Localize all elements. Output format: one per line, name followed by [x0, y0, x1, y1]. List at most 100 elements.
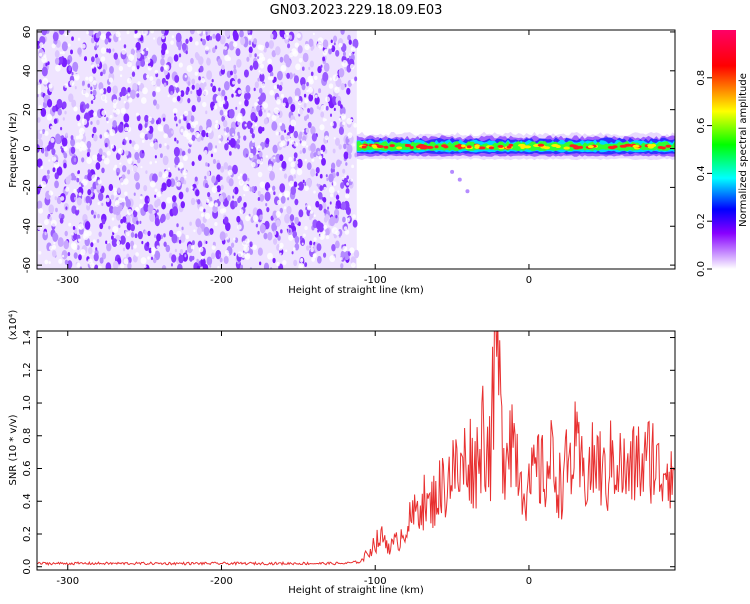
- noise-speckle: [49, 216, 52, 221]
- noise-speckle: [214, 45, 218, 50]
- noise-speckle: [186, 114, 191, 122]
- noise-speckle: [331, 244, 336, 252]
- noise-speckle: [178, 254, 184, 264]
- noise-speckle: [279, 167, 283, 171]
- noise-speckle: [309, 244, 312, 249]
- noise-speckle: [239, 30, 244, 38]
- noise-speckle: [331, 162, 336, 170]
- noise-speckle: [257, 77, 260, 82]
- noise-speckle: [319, 124, 325, 131]
- noise-speckle: [218, 87, 221, 92]
- noise-speckle: [287, 96, 293, 105]
- noise-speckle: [125, 90, 128, 95]
- noise-speckle: [228, 151, 232, 156]
- noise-speckle: [115, 31, 121, 38]
- noise-speckle: [163, 233, 166, 238]
- noise-speckle: [41, 66, 48, 77]
- noise-speckle: [62, 51, 65, 55]
- noise-speckle: [170, 263, 174, 267]
- noise-speckle: [71, 99, 77, 108]
- noise-speckle: [208, 49, 211, 53]
- noise-speckle: [176, 223, 179, 228]
- noise-speckle: [244, 253, 251, 260]
- noise-speckle: [77, 37, 81, 41]
- noise-speckle: [125, 150, 129, 156]
- noise-speckle: [211, 186, 218, 194]
- signal-hotspot: [497, 144, 504, 148]
- noise-speckle: [254, 53, 257, 58]
- noise-speckle: [76, 188, 79, 193]
- noise-speckle: [252, 214, 259, 222]
- noise-speckle: [204, 175, 207, 180]
- noise-speckle: [152, 90, 156, 97]
- noise-speckle: [210, 82, 213, 87]
- noise-speckle: [318, 106, 321, 111]
- noise-speckle: [144, 195, 150, 204]
- snr-panel: -300 -200 -100 0 0.0 0.2 0.4 0.6 0.8 1.0 1.2 1.4 H…: [8, 310, 676, 596]
- noise-speckle: [128, 53, 135, 61]
- signal-hotspot: [488, 146, 495, 150]
- noise-speckle: [251, 146, 254, 150]
- noise-speckle: [175, 32, 182, 43]
- noise-speckle: [263, 47, 267, 53]
- noise-speckle: [353, 123, 358, 128]
- signal-hotspot: [434, 145, 439, 149]
- noise-speckle: [299, 150, 302, 154]
- noise-speckle: [258, 261, 262, 266]
- noise-speckle: [164, 143, 167, 147]
- noise-speckle: [316, 183, 319, 187]
- noise-speckle: [78, 254, 82, 261]
- noise-speckle: [137, 81, 141, 86]
- noise-speckle: [106, 48, 109, 53]
- noise-speckle: [176, 230, 182, 238]
- noise-speckle: [322, 202, 327, 209]
- noise-speckle: [195, 189, 200, 197]
- noise-speckle: [338, 117, 342, 121]
- noise-speckle: [48, 83, 53, 89]
- noise-speckle: [317, 191, 323, 200]
- noise-speckle: [322, 71, 329, 82]
- noise-speckle: [328, 83, 334, 89]
- noise-speckle: [345, 187, 350, 195]
- y-tick-label: 1.4: [22, 330, 33, 346]
- noise-speckle: [131, 165, 138, 172]
- noise-speckle: [86, 203, 91, 211]
- noise-speckle: [154, 200, 159, 208]
- noise-speckle: [144, 57, 151, 64]
- signal-hotspot: [619, 144, 628, 148]
- noise-speckle: [257, 230, 260, 235]
- noise-speckle: [44, 231, 47, 236]
- noise-speckle: [118, 37, 122, 41]
- noise-speckle: [345, 162, 348, 166]
- noise-speckle: [279, 207, 284, 214]
- noise-speckle: [111, 238, 118, 248]
- noise-speckle: [346, 182, 350, 186]
- noise-speckle: [248, 40, 252, 45]
- noise-speckle: [104, 142, 108, 148]
- noise-speckle: [221, 89, 226, 97]
- noise-speckle: [198, 76, 201, 81]
- snr-y-label: SNR (10 * v/v): [8, 414, 19, 485]
- noise-speckle: [322, 56, 326, 62]
- noise-speckle: [190, 197, 196, 206]
- noise-speckle: [219, 257, 223, 263]
- noise-speckle: [288, 34, 293, 40]
- noise-speckle: [310, 71, 314, 76]
- noise-speckle: [286, 226, 290, 230]
- noise-speckle: [139, 195, 143, 200]
- noise-speckle: [287, 43, 291, 49]
- colorbar-tick-label: 0.6: [696, 118, 707, 134]
- noise-speckle: [305, 145, 309, 148]
- noise-speckle: [238, 101, 242, 105]
- noise-speckle: [136, 32, 142, 39]
- noise-speckle: [156, 233, 162, 242]
- signal-hotspot: [520, 146, 525, 150]
- noise-speckle: [112, 48, 115, 52]
- noise-speckle: [58, 30, 65, 35]
- noise-speckle: [100, 71, 103, 77]
- noise-speckle: [223, 111, 228, 116]
- noise-speckle: [220, 165, 225, 173]
- noise-speckle: [72, 225, 76, 230]
- noise-speckle: [352, 214, 356, 219]
- noise-speckle: [286, 72, 291, 79]
